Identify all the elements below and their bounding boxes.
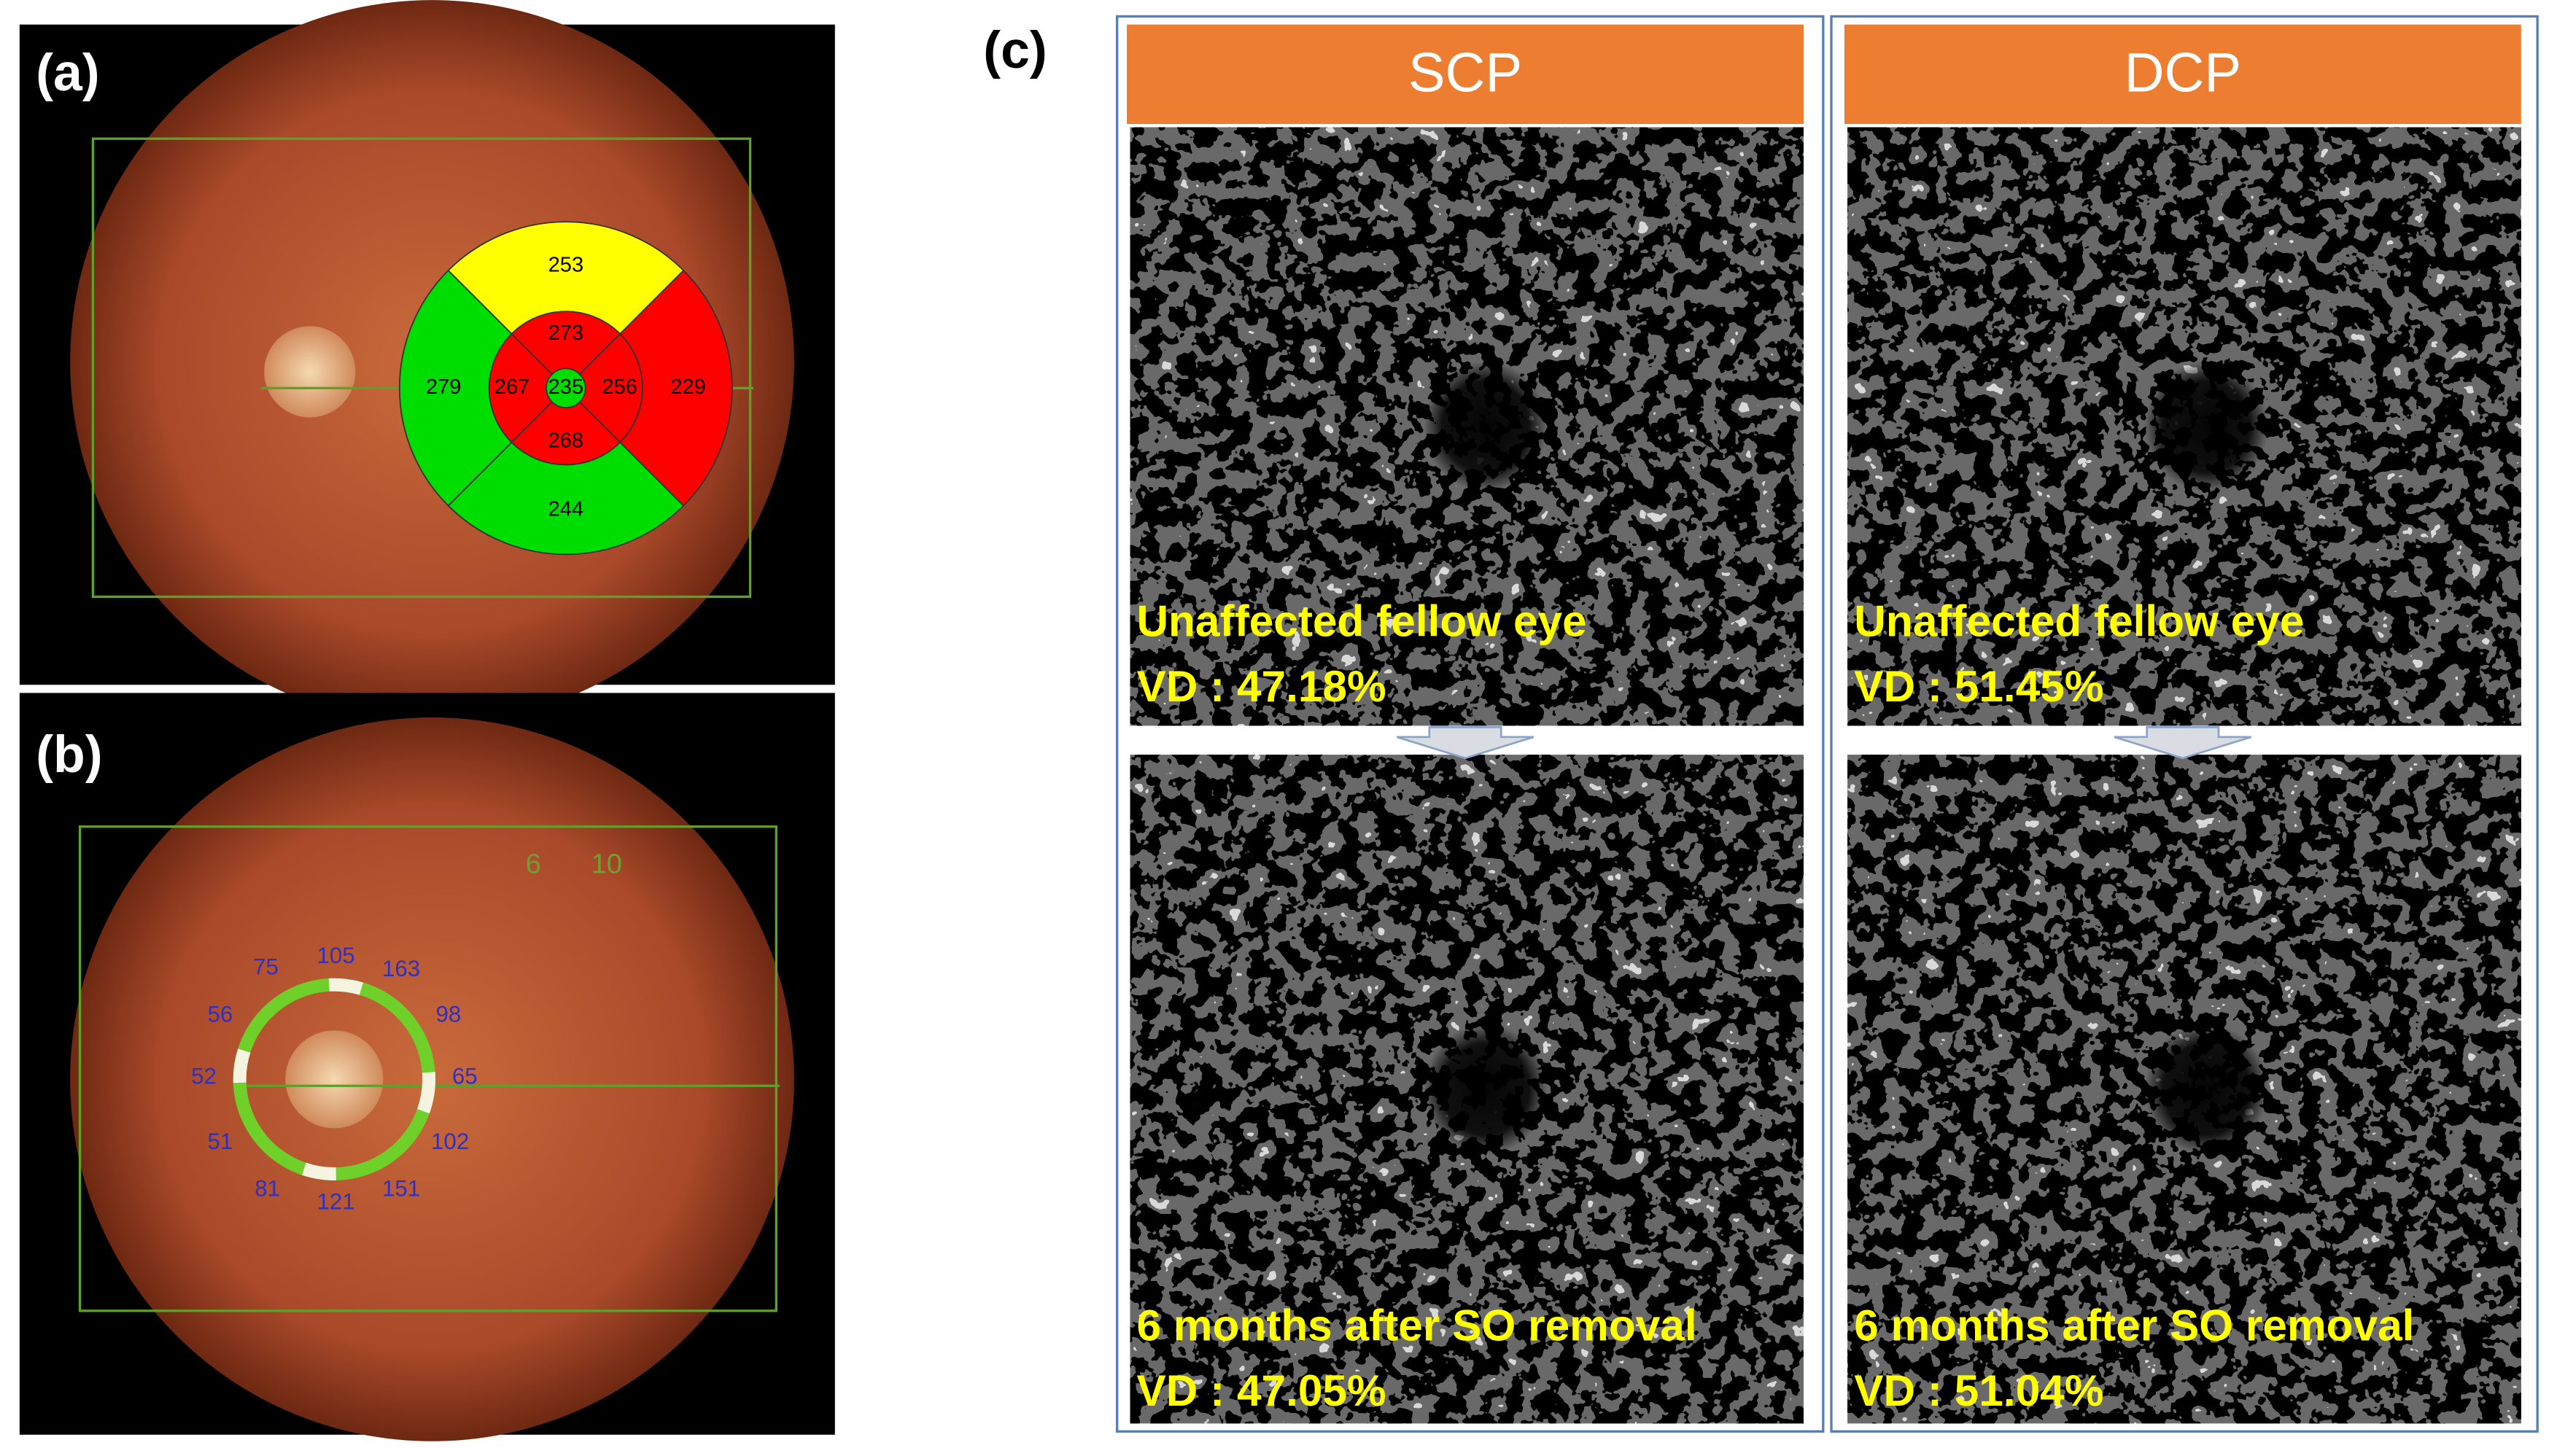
down-arrow	[2114, 726, 2252, 760]
rnfl-value: 102	[431, 1129, 469, 1154]
etdrs-value: 253	[548, 253, 583, 276]
optic-disc	[285, 1030, 384, 1129]
etdrs-value: 256	[602, 375, 637, 399]
foveal-avascular-zone	[1424, 361, 1548, 492]
labels: (a) (b) (c) 6 10 75 105 163 98 65 102 151 121 81 51 52 5…	[36, 21, 1047, 1215]
panel-label: (c)	[983, 21, 1047, 79]
rnfl-value: 65	[452, 1063, 478, 1089]
octa-vd: VD : 51.45%	[1854, 661, 2103, 711]
etdrs-value: 279	[426, 375, 461, 399]
octa-caption: Unaffected fellow eye	[1136, 596, 1586, 645]
down-arrow	[1396, 726, 1534, 760]
rnfl-value: 81	[255, 1176, 280, 1202]
octa-panel: SCP Unaffected fellow eye VD : 47.18% 6 mon…	[1127, 24, 2521, 1424]
rnfl-value: 75	[253, 954, 279, 980]
rnfl-circle-light	[233, 978, 436, 1180]
octa-caption: Unaffected fellow eye	[1854, 596, 2304, 645]
column-frame	[1115, 15, 1825, 1433]
etdrs-value: 268	[548, 429, 583, 453]
octa-vd: VD : 51.04%	[1854, 1366, 2103, 1415]
rnfl-value: 151	[382, 1176, 420, 1202]
rnfl-value: 163	[382, 956, 420, 981]
octa-vd: VD : 47.18%	[1136, 661, 1386, 711]
column-frame	[1830, 15, 2539, 1433]
octa-vd: VD : 47.05%	[1136, 1366, 1386, 1415]
panel-label: (a)	[36, 44, 99, 102]
rnfl-value: 98	[435, 1001, 461, 1027]
scale-label: 6	[526, 849, 541, 879]
rnfl-value: 56	[207, 1001, 233, 1027]
etdrs-value: 244	[548, 498, 583, 521]
scan-box	[91, 137, 752, 599]
rnfl-value: 52	[191, 1063, 217, 1089]
optic-disc	[264, 326, 356, 418]
etdrs-center	[546, 367, 586, 409]
etdrs-value: 229	[670, 375, 705, 399]
foveal-avascular-zone	[2144, 361, 2269, 492]
foveal-avascular-zone	[1424, 1024, 1548, 1155]
column-header	[1844, 24, 2521, 125]
column-title: DCP	[2125, 42, 2241, 104]
etdrs-value: 273	[548, 322, 583, 345]
rnfl-value: 105	[317, 943, 355, 968]
rnfl-value: 51	[207, 1129, 233, 1154]
etdrs-value: 267	[494, 375, 529, 399]
octa-caption: 6 months after SO removal	[1854, 1300, 2414, 1350]
panel-label: (b)	[36, 725, 102, 784]
etdrs-grid: 253 229 244 279 273 256 268 267 235	[399, 221, 733, 556]
scale-label: 10	[591, 849, 622, 879]
octa-caption: 6 months after SO removal	[1136, 1300, 1696, 1350]
rnfl-value: 121	[317, 1189, 355, 1215]
foveal-avascular-zone	[2144, 1024, 2269, 1155]
column-header	[1127, 24, 1804, 125]
etdrs-value: 235	[548, 375, 583, 399]
scan-box	[78, 825, 777, 1312]
column-title: SCP	[1408, 42, 1522, 104]
